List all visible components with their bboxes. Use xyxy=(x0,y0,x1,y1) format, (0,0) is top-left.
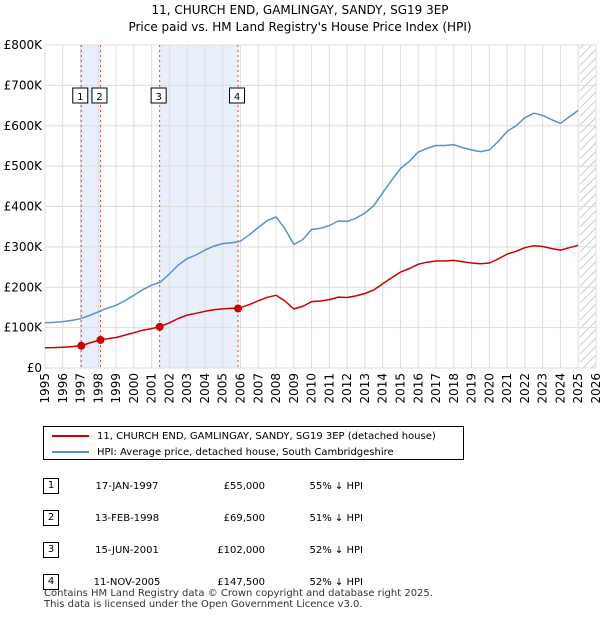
legend-label-property: 11, CHURCH END, GAMLINGAY, SANDY, SG19 3… xyxy=(97,430,436,442)
chart-legend: 11, CHURCH END, GAMLINGAY, SANDY, SG19 3… xyxy=(43,426,464,460)
y-tick-label: £400K xyxy=(4,200,44,214)
x-tick-label: 2024 xyxy=(553,373,567,404)
x-tick-label: 2014 xyxy=(376,373,390,404)
x-tick-label: 2010 xyxy=(305,373,319,404)
x-tick-label: 2015 xyxy=(393,373,407,404)
legend-line-hpi xyxy=(52,451,89,453)
x-tick-label: 2004 xyxy=(198,373,212,404)
footer-licence: This data is licensed under the Open Gov… xyxy=(44,599,363,610)
x-tick-label: 2007 xyxy=(251,373,265,404)
sale-price: £147,500 xyxy=(217,576,265,588)
table-row: 2 13-FEB-1998 £69,500 51% ↓ HPI xyxy=(43,502,363,534)
x-tick-label: 2002 xyxy=(162,373,176,404)
x-tick-label: 2009 xyxy=(287,373,301,404)
legend-item-hpi: HPI: Average price, detached house, Sout… xyxy=(52,444,394,460)
table-row: 3 15-JUN-2001 £102,000 52% ↓ HPI xyxy=(43,534,363,566)
footer: Contains HM Land Registry data © Crown c… xyxy=(44,588,433,610)
x-tick-label: 2008 xyxy=(269,373,283,404)
sale-hpi-diff: 51% ↓ HPI xyxy=(309,512,363,524)
x-tick-label: 2006 xyxy=(234,373,248,404)
sale-date: 11-NOV-2005 xyxy=(93,576,161,588)
sale-hpi-diff: 55% ↓ HPI xyxy=(309,480,363,492)
x-tick-label: 2013 xyxy=(358,373,372,404)
chart-title: 11, CHURCH END, GAMLINGAY, SANDY, SG19 3… xyxy=(151,3,448,17)
y-tick-label: £600K xyxy=(4,119,44,133)
x-tick-label: 2016 xyxy=(411,373,425,404)
sale-date: 13-FEB-1998 xyxy=(94,512,160,524)
sale-label-number: 4 xyxy=(234,92,240,103)
x-tick-label: 2005 xyxy=(216,373,230,404)
table-row: 1 17-JAN-1997 £55,000 55% ↓ HPI xyxy=(43,470,363,502)
x-tick-label: 2012 xyxy=(340,373,354,404)
sale-label-box xyxy=(229,87,246,104)
hpi-line xyxy=(44,109,579,324)
y-tick-label: £300K xyxy=(4,240,44,254)
chart-subtitle: Price paid vs. HM Land Registry's House … xyxy=(128,20,471,34)
x-tick-label: 2018 xyxy=(447,373,461,404)
x-tick-label: 2021 xyxy=(500,373,514,404)
sale-hpi-diff: 52% ↓ HPI xyxy=(309,544,363,556)
sale-price: £102,000 xyxy=(217,544,265,556)
sale-point xyxy=(155,322,164,331)
sale-date: 15-JUN-2001 xyxy=(95,544,159,556)
x-tick-label: 1998 xyxy=(91,373,105,404)
sale-price: £55,000 xyxy=(223,480,265,492)
sale-point xyxy=(77,341,86,350)
sale-label-box xyxy=(91,87,108,104)
sale-badge: 3 xyxy=(43,542,59,558)
x-tick-label: 1997 xyxy=(74,373,88,404)
sale-badge: 1 xyxy=(43,478,59,494)
sale-price: £69,500 xyxy=(223,512,265,524)
y-tick-label: £0 xyxy=(27,361,42,375)
x-tick-label: 2017 xyxy=(429,373,443,404)
sale-label-number: 1 xyxy=(77,92,83,103)
legend-line-property xyxy=(52,435,89,437)
sale-point xyxy=(96,335,105,344)
y-tick-label: £700K xyxy=(4,78,44,92)
x-tick-label: 2025 xyxy=(571,373,585,404)
sale-badge: 2 xyxy=(43,510,59,526)
x-tick-label: 1996 xyxy=(56,373,70,404)
table-row: 4 11-NOV-2005 £147,500 52% ↓ HPI xyxy=(43,566,363,598)
x-tick-label: 1995 xyxy=(38,373,52,404)
sale-hpi-diff: 52% ↓ HPI xyxy=(309,576,363,588)
x-tick-label: 1999 xyxy=(109,373,123,404)
y-tick-label: £500K xyxy=(4,159,44,173)
y-tick-label: £800K xyxy=(4,38,44,52)
sale-label-number: 2 xyxy=(96,92,102,103)
legend-label-hpi: HPI: Average price, detached house, Sout… xyxy=(97,446,394,458)
sale-label-number: 3 xyxy=(155,92,161,103)
sale-point xyxy=(234,304,243,313)
x-tick-label: 2022 xyxy=(518,373,532,404)
footer-copyright: Contains HM Land Registry data © Crown c… xyxy=(44,588,433,599)
sale-badge: 4 xyxy=(43,574,59,590)
x-tick-label: 2001 xyxy=(145,373,159,404)
x-tick-label: 2026 xyxy=(589,373,600,404)
y-tick-label: £200K xyxy=(4,280,44,294)
x-tick-label: 2000 xyxy=(127,373,141,404)
y-tick-label: £100K xyxy=(4,321,44,335)
x-tick-label: 2011 xyxy=(322,373,336,404)
x-tick-label: 2019 xyxy=(465,373,479,404)
property-price-line xyxy=(44,244,579,349)
x-tick-label: 2020 xyxy=(482,373,496,404)
x-tick-label: 2023 xyxy=(536,373,550,404)
sale-label-box xyxy=(72,87,89,104)
price-chart: 11, CHURCH END, GAMLINGAY, SANDY, SG19 3… xyxy=(4,3,600,404)
x-tick-label: 2003 xyxy=(180,373,194,404)
legend-item-property: 11, CHURCH END, GAMLINGAY, SANDY, SG19 3… xyxy=(52,428,436,444)
sales-table: 1 17-JAN-1997 £55,000 55% ↓ HPI 2 13-FEB… xyxy=(43,470,363,598)
sale-label-box xyxy=(150,87,167,104)
sale-date: 17-JAN-1997 xyxy=(95,480,159,492)
